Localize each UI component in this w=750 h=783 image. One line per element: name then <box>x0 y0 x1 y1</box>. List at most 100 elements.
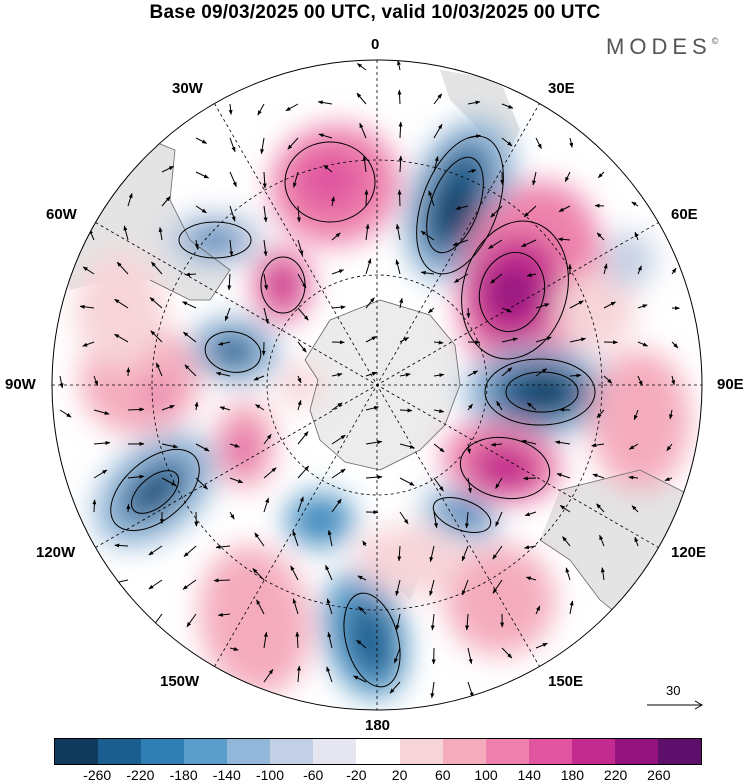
wind-vector-arrow <box>430 681 435 699</box>
anomaly-blob <box>487 267 537 317</box>
wind-vector-arrow <box>526 402 537 411</box>
wind-vector-arrow <box>564 171 571 183</box>
label-lon-30e: 30E <box>548 80 575 97</box>
wind-vector-arrow <box>362 155 367 173</box>
wind-vector-arrow <box>603 263 608 275</box>
wind-vector-arrow <box>671 375 676 386</box>
colorbar-tick-label: -20 <box>346 767 367 783</box>
reference-vector-value: 30 <box>666 683 681 698</box>
wind-vector-arrow <box>433 93 443 105</box>
wind-vector-arrow <box>127 407 145 412</box>
wind-vector-arrow <box>666 443 673 452</box>
wind-vector-arrow <box>217 612 231 617</box>
anomaly-field <box>75 118 690 699</box>
wind-vector-arrow <box>263 307 269 324</box>
wind-vector-arrow <box>637 375 643 387</box>
wind-vector-arrow <box>114 333 129 343</box>
wind-vector-arrow <box>255 404 265 411</box>
contour-line <box>459 436 551 500</box>
map-title: Base 09/03/2025 00 UTC, valid 10/03/2025… <box>149 2 601 23</box>
wind-vector-arrow <box>420 230 435 241</box>
wind-vector-arrow <box>257 103 265 116</box>
wind-vector-arrow <box>397 545 402 562</box>
wind-vector-arrow <box>263 497 269 513</box>
wind-vector-arrow <box>599 534 605 547</box>
wind-vector-arrow <box>297 239 304 256</box>
wind-vector-arrow <box>501 137 513 147</box>
label-lon-0: 0 <box>371 36 380 53</box>
wind-vector-arrow <box>395 223 401 241</box>
wind-vector-arrow <box>215 544 231 549</box>
colorbar-segment <box>98 739 142 764</box>
wind-vector-arrow <box>358 606 367 615</box>
wind-vector-arrow <box>467 477 472 494</box>
wind-vector-arrow <box>365 297 375 309</box>
wind-vector-arrow <box>263 433 272 445</box>
wind-vector-arrow <box>161 477 177 486</box>
wind-vector-arrow <box>433 409 445 413</box>
wind-vector-arrow <box>569 137 574 148</box>
contour-line <box>343 592 401 688</box>
wind-vector-arrow <box>116 261 129 275</box>
label-lon-60e: 60E <box>671 206 698 223</box>
wind-vector-arrow <box>398 155 403 173</box>
wind-vector-arrow <box>596 503 605 513</box>
anomaly-blob <box>445 545 555 655</box>
anomaly-blob <box>590 350 690 490</box>
wind-vector-arrow <box>495 511 503 527</box>
wind-vector-arrow <box>671 341 679 349</box>
wind-vector-arrow <box>263 273 268 291</box>
wind-vector-arrow <box>331 269 345 275</box>
wind-vector-arrow <box>495 477 503 489</box>
wind-vector-arrow <box>501 103 514 109</box>
wind-vector-arrow <box>631 505 639 513</box>
wind-vector-arrow <box>395 613 401 631</box>
wind-vector-arrow <box>524 545 537 550</box>
contour-line <box>130 470 180 514</box>
label-lon-180: 180 <box>365 717 391 734</box>
wind-vector-arrow <box>297 465 310 479</box>
wind-vector-arrow <box>525 576 537 581</box>
wind-vector-arrow <box>331 402 343 411</box>
contour-lines <box>110 135 596 688</box>
wind-vector-arrow <box>433 477 444 492</box>
wind-vector-arrow <box>123 225 129 241</box>
wind-vector-arrow <box>569 337 587 343</box>
wind-vectors <box>59 60 680 699</box>
colorbar-segment <box>227 739 271 764</box>
wind-vector-arrow <box>365 475 383 480</box>
wind-vector-arrow <box>295 631 300 649</box>
wind-vector-arrow <box>229 443 240 448</box>
wind-vector-arrow <box>331 372 343 377</box>
wind-vector-arrow <box>594 203 605 208</box>
wind-vector-arrow <box>263 239 268 257</box>
label-lon-120w: 120W <box>36 544 76 561</box>
colorbar-tick-label: 140 <box>517 767 541 783</box>
wind-vector-arrow <box>79 304 95 309</box>
wind-vector-arrow <box>467 370 479 377</box>
wind-vector-arrow <box>297 273 307 289</box>
colorbar-segment <box>55 739 99 764</box>
wind-vector-arrow <box>256 599 265 615</box>
anomaly-blob <box>470 442 540 494</box>
map-border <box>51 59 703 711</box>
wind-vector-arrow <box>184 272 197 277</box>
wind-vector-arrow <box>326 598 333 615</box>
wind-vector-arrow <box>603 301 616 309</box>
colorbar-segment <box>356 739 400 764</box>
wind-vector-arrow <box>429 545 435 563</box>
anomaly-blob <box>229 426 257 470</box>
wind-vector-arrow <box>92 499 97 513</box>
wind-vector-arrow <box>496 400 503 411</box>
colorbar-segment <box>270 739 314 764</box>
wind-vector-arrow <box>633 409 639 421</box>
wind-vector-arrow <box>365 336 377 343</box>
wind-vector-arrow <box>253 375 265 381</box>
wind-vector-arrow <box>297 399 302 411</box>
anomaly-blob <box>605 232 655 288</box>
wind-vector-arrow <box>297 375 302 384</box>
wind-vector-arrow <box>331 468 346 479</box>
wind-vector-arrow <box>229 205 236 222</box>
wind-vector-arrow <box>195 477 208 490</box>
wind-vector-arrow <box>461 545 469 562</box>
